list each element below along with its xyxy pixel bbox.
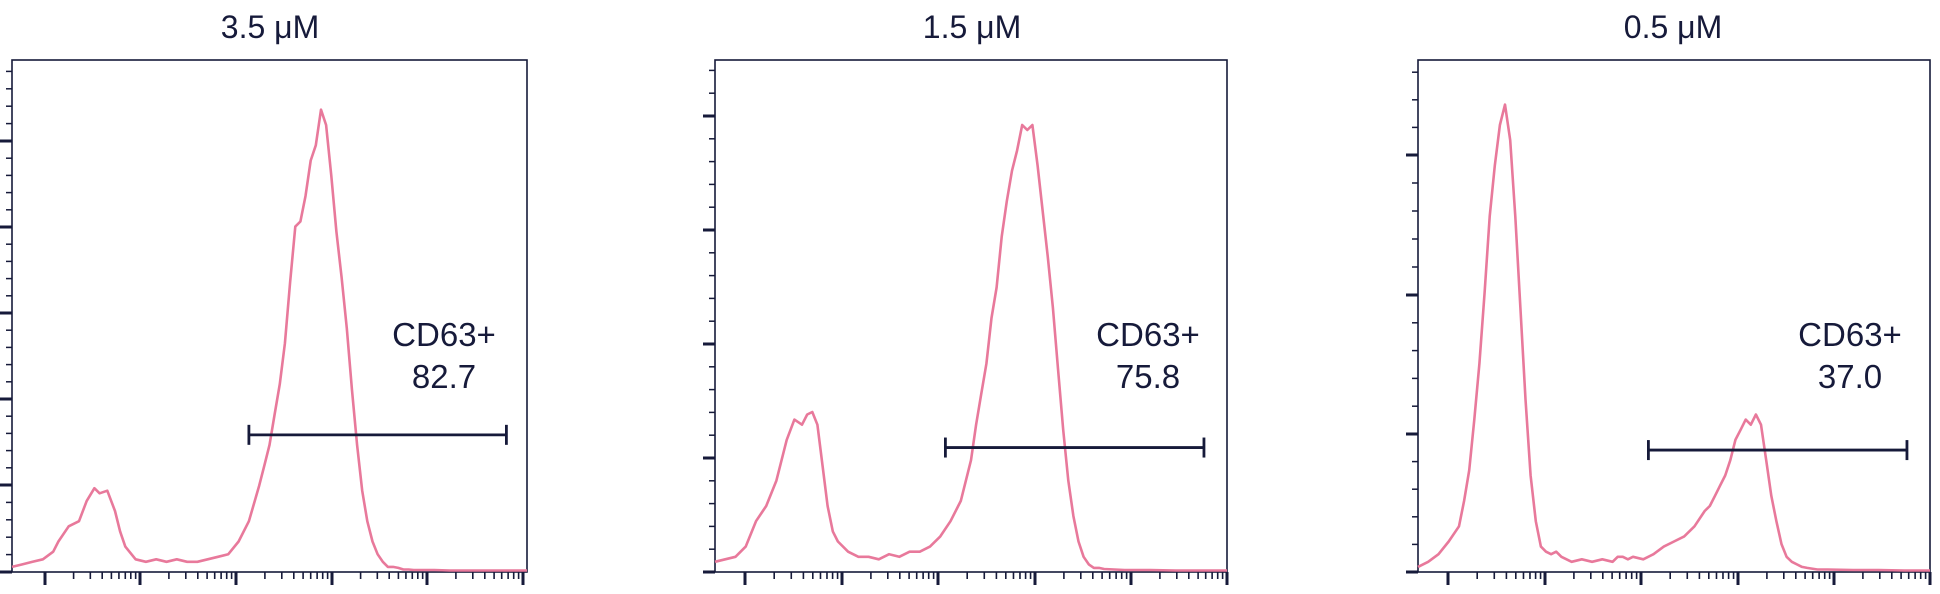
cd63-gate: CD63+ 37.0: [1647, 316, 1909, 461]
histogram-line: [714, 123, 1227, 572]
plot-frame: [1417, 59, 1931, 573]
y-axis-ticks: [703, 69, 715, 574]
plot-frame: [11, 59, 528, 573]
gate-label: CD63+: [1096, 316, 1200, 353]
panel-title: 0.5 μM: [1624, 9, 1722, 45]
gate-label: CD63+: [1798, 316, 1902, 353]
histogram-panel-1: 3.5 μM CD63+ 82.7: [0, 9, 528, 585]
x-axis-ticks: [43, 572, 525, 585]
histogram-line: [1417, 103, 1930, 572]
x-axis-ticks: [1446, 572, 1932, 585]
y-axis-ticks: [0, 70, 12, 574]
histogram-panel-2: 1.5 μM CD63+ 75.8: [703, 9, 1229, 585]
plot-frame: [714, 59, 1228, 573]
histogram-line: [11, 108, 527, 572]
panel-title: 1.5 μM: [923, 9, 1021, 45]
histogram-panel-3: 0.5 μM CD63+ 37.0: [1406, 9, 1932, 585]
gate-value: 75.8: [1116, 358, 1180, 395]
panel-title: 3.5 μM: [221, 9, 319, 45]
gate-value: 82.7: [412, 358, 476, 395]
x-axis-ticks: [743, 572, 1229, 585]
cd63-gate: CD63+ 75.8: [944, 316, 1206, 458]
cd63-gate: CD63+ 82.7: [247, 316, 508, 445]
y-axis-ticks: [1406, 71, 1418, 574]
gate-value: 37.0: [1818, 358, 1882, 395]
gate-label: CD63+: [392, 316, 496, 353]
